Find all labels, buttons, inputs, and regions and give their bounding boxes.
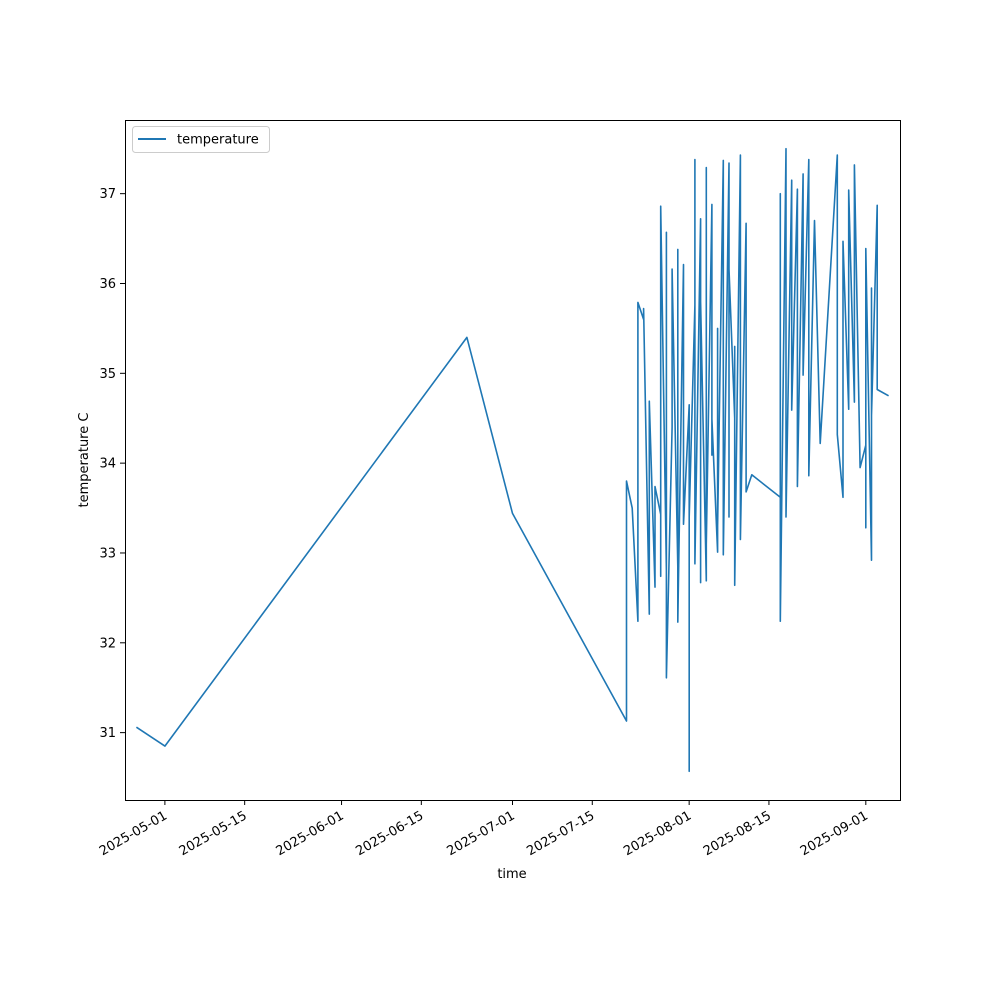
y-tick-label: 37 xyxy=(99,187,116,202)
x-axis-label: time xyxy=(497,867,526,882)
y-tick-label: 33 xyxy=(99,546,116,561)
y-axis: 31 32 33 34 35 36 37 xyxy=(99,187,125,741)
y-tick-label: 32 xyxy=(99,636,116,651)
series-line-temperature xyxy=(135,147,889,773)
y-tick-label: 35 xyxy=(99,367,116,382)
legend: temperature xyxy=(132,126,270,153)
legend-label-temperature: temperature xyxy=(177,133,259,148)
legend-box xyxy=(132,126,270,153)
y-tick-label: 31 xyxy=(99,726,116,741)
plot-area xyxy=(135,147,889,773)
y-axis-label: temperature C xyxy=(77,413,92,508)
y-tick-label: 36 xyxy=(99,277,116,292)
y-tick-label: 34 xyxy=(99,457,116,472)
